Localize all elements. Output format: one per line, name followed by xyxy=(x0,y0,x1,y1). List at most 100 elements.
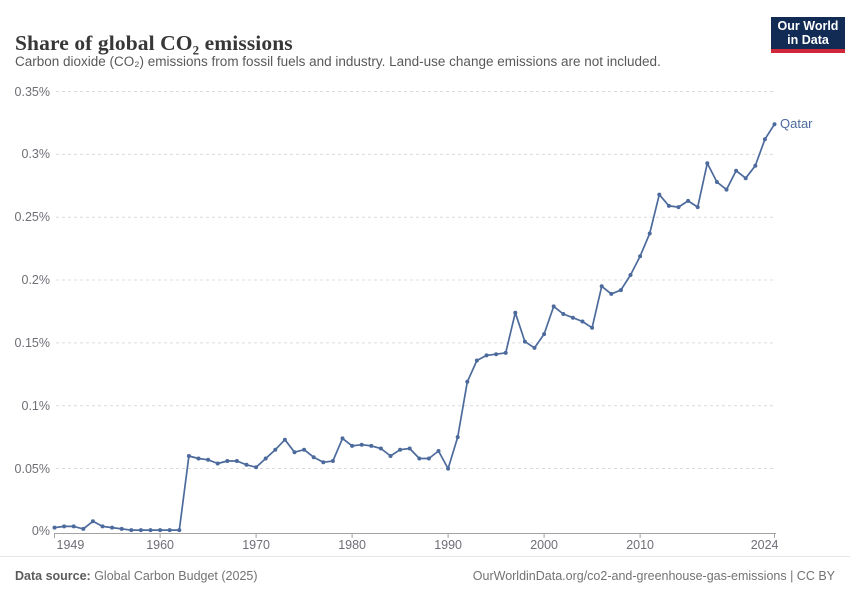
data-point xyxy=(647,231,652,236)
y-axis-label: 0.15% xyxy=(14,335,50,350)
footer-divider xyxy=(0,556,850,557)
data-point xyxy=(666,203,671,208)
data-point xyxy=(542,332,547,337)
data-point xyxy=(52,525,57,530)
data-point xyxy=(206,457,211,462)
data-point xyxy=(398,447,403,452)
data-point xyxy=(724,187,729,192)
data-point xyxy=(330,459,335,463)
data-point xyxy=(407,446,412,451)
data-point xyxy=(244,462,249,467)
data-point xyxy=(551,304,556,309)
x-axis-label: 1980 xyxy=(338,538,366,552)
data-point xyxy=(321,460,326,465)
data-point xyxy=(618,288,623,293)
data-point xyxy=(532,345,537,350)
data-point xyxy=(302,447,307,452)
x-axis-label: 1990 xyxy=(434,538,462,552)
data-point xyxy=(570,315,575,320)
data-point xyxy=(177,528,182,533)
x-axis-label: 1949 xyxy=(56,538,85,552)
x-axis-label: 1970 xyxy=(242,538,270,552)
owid-logo-line2: in Data xyxy=(787,33,829,47)
data-point xyxy=(609,291,614,296)
data-point xyxy=(196,456,201,461)
y-axis-label: 0.2% xyxy=(21,273,51,288)
data-point xyxy=(676,205,681,210)
y-axis-label: 0.1% xyxy=(21,398,51,413)
owid-logo[interactable]: Our World in Data xyxy=(771,17,845,53)
x-axis-label: 2000 xyxy=(530,538,558,552)
data-point xyxy=(186,454,191,458)
data-point xyxy=(426,456,431,461)
data-source-label: Data source: xyxy=(15,569,91,583)
data-point xyxy=(263,456,268,461)
data-point xyxy=(455,435,460,440)
data-point xyxy=(388,454,393,458)
data-point xyxy=(590,325,595,330)
data-point xyxy=(359,442,364,447)
x-axis-label: 1960 xyxy=(146,538,174,552)
data-point xyxy=(599,284,604,289)
chart-subtitle: Carbon dioxide (CO₂) emissions from foss… xyxy=(15,54,661,69)
data-point xyxy=(686,198,691,203)
y-axis-label: 0% xyxy=(31,524,50,539)
data-point xyxy=(695,205,700,210)
data-point xyxy=(158,528,163,533)
data-point xyxy=(100,524,105,529)
y-axis-label: 0.05% xyxy=(14,461,50,476)
data-point xyxy=(129,528,134,533)
footer-data-source: Data source: Global Carbon Budget (2025) xyxy=(15,569,258,583)
data-point xyxy=(167,528,172,533)
data-point xyxy=(513,310,518,315)
data-point xyxy=(138,528,143,533)
x-axis-label: 2010 xyxy=(626,538,654,552)
data-point xyxy=(628,273,633,277)
data-point xyxy=(71,524,76,529)
series-label-qatar: Qatar xyxy=(780,116,813,131)
data-line xyxy=(53,123,776,531)
data-point xyxy=(494,352,499,357)
data-point xyxy=(225,459,230,463)
data-point xyxy=(350,443,355,448)
data-point xyxy=(743,176,748,181)
data-point xyxy=(522,339,527,344)
data-point xyxy=(762,137,767,142)
data-point xyxy=(282,437,287,442)
y-axis-label: 0.3% xyxy=(21,147,51,162)
data-point xyxy=(340,436,345,441)
data-point xyxy=(436,449,441,453)
data-point xyxy=(638,254,643,259)
footer-credit-link[interactable]: OurWorldinData.org/co2-and-greenhouse-ga… xyxy=(472,569,835,583)
data-point xyxy=(465,379,470,384)
y-axis-label: 0.35% xyxy=(14,84,50,99)
data-point xyxy=(148,528,153,533)
data-point xyxy=(474,358,479,363)
data-point xyxy=(110,525,115,530)
x-axis-label: 2024 xyxy=(750,538,779,552)
data-point xyxy=(734,168,739,173)
data-point xyxy=(484,353,489,358)
data-point xyxy=(772,122,777,127)
y-axis-label: 0.25% xyxy=(14,210,50,225)
data-point xyxy=(657,192,662,197)
data-point xyxy=(561,312,566,316)
data-point xyxy=(446,466,451,471)
data-point xyxy=(234,459,239,463)
data-point xyxy=(254,465,259,470)
data-point xyxy=(62,524,67,529)
data-point xyxy=(417,456,422,461)
data-point xyxy=(292,450,297,455)
data-point xyxy=(753,163,758,168)
data-point xyxy=(273,447,278,452)
data-source-value: Global Carbon Budget (2025) xyxy=(90,569,258,583)
data-point xyxy=(369,443,374,448)
data-point xyxy=(215,461,220,466)
data-point xyxy=(119,526,124,531)
data-point xyxy=(503,350,508,355)
data-point xyxy=(311,455,316,460)
data-point xyxy=(580,319,585,324)
data-point xyxy=(81,526,86,531)
owid-logo-line1: Our World xyxy=(777,19,839,33)
